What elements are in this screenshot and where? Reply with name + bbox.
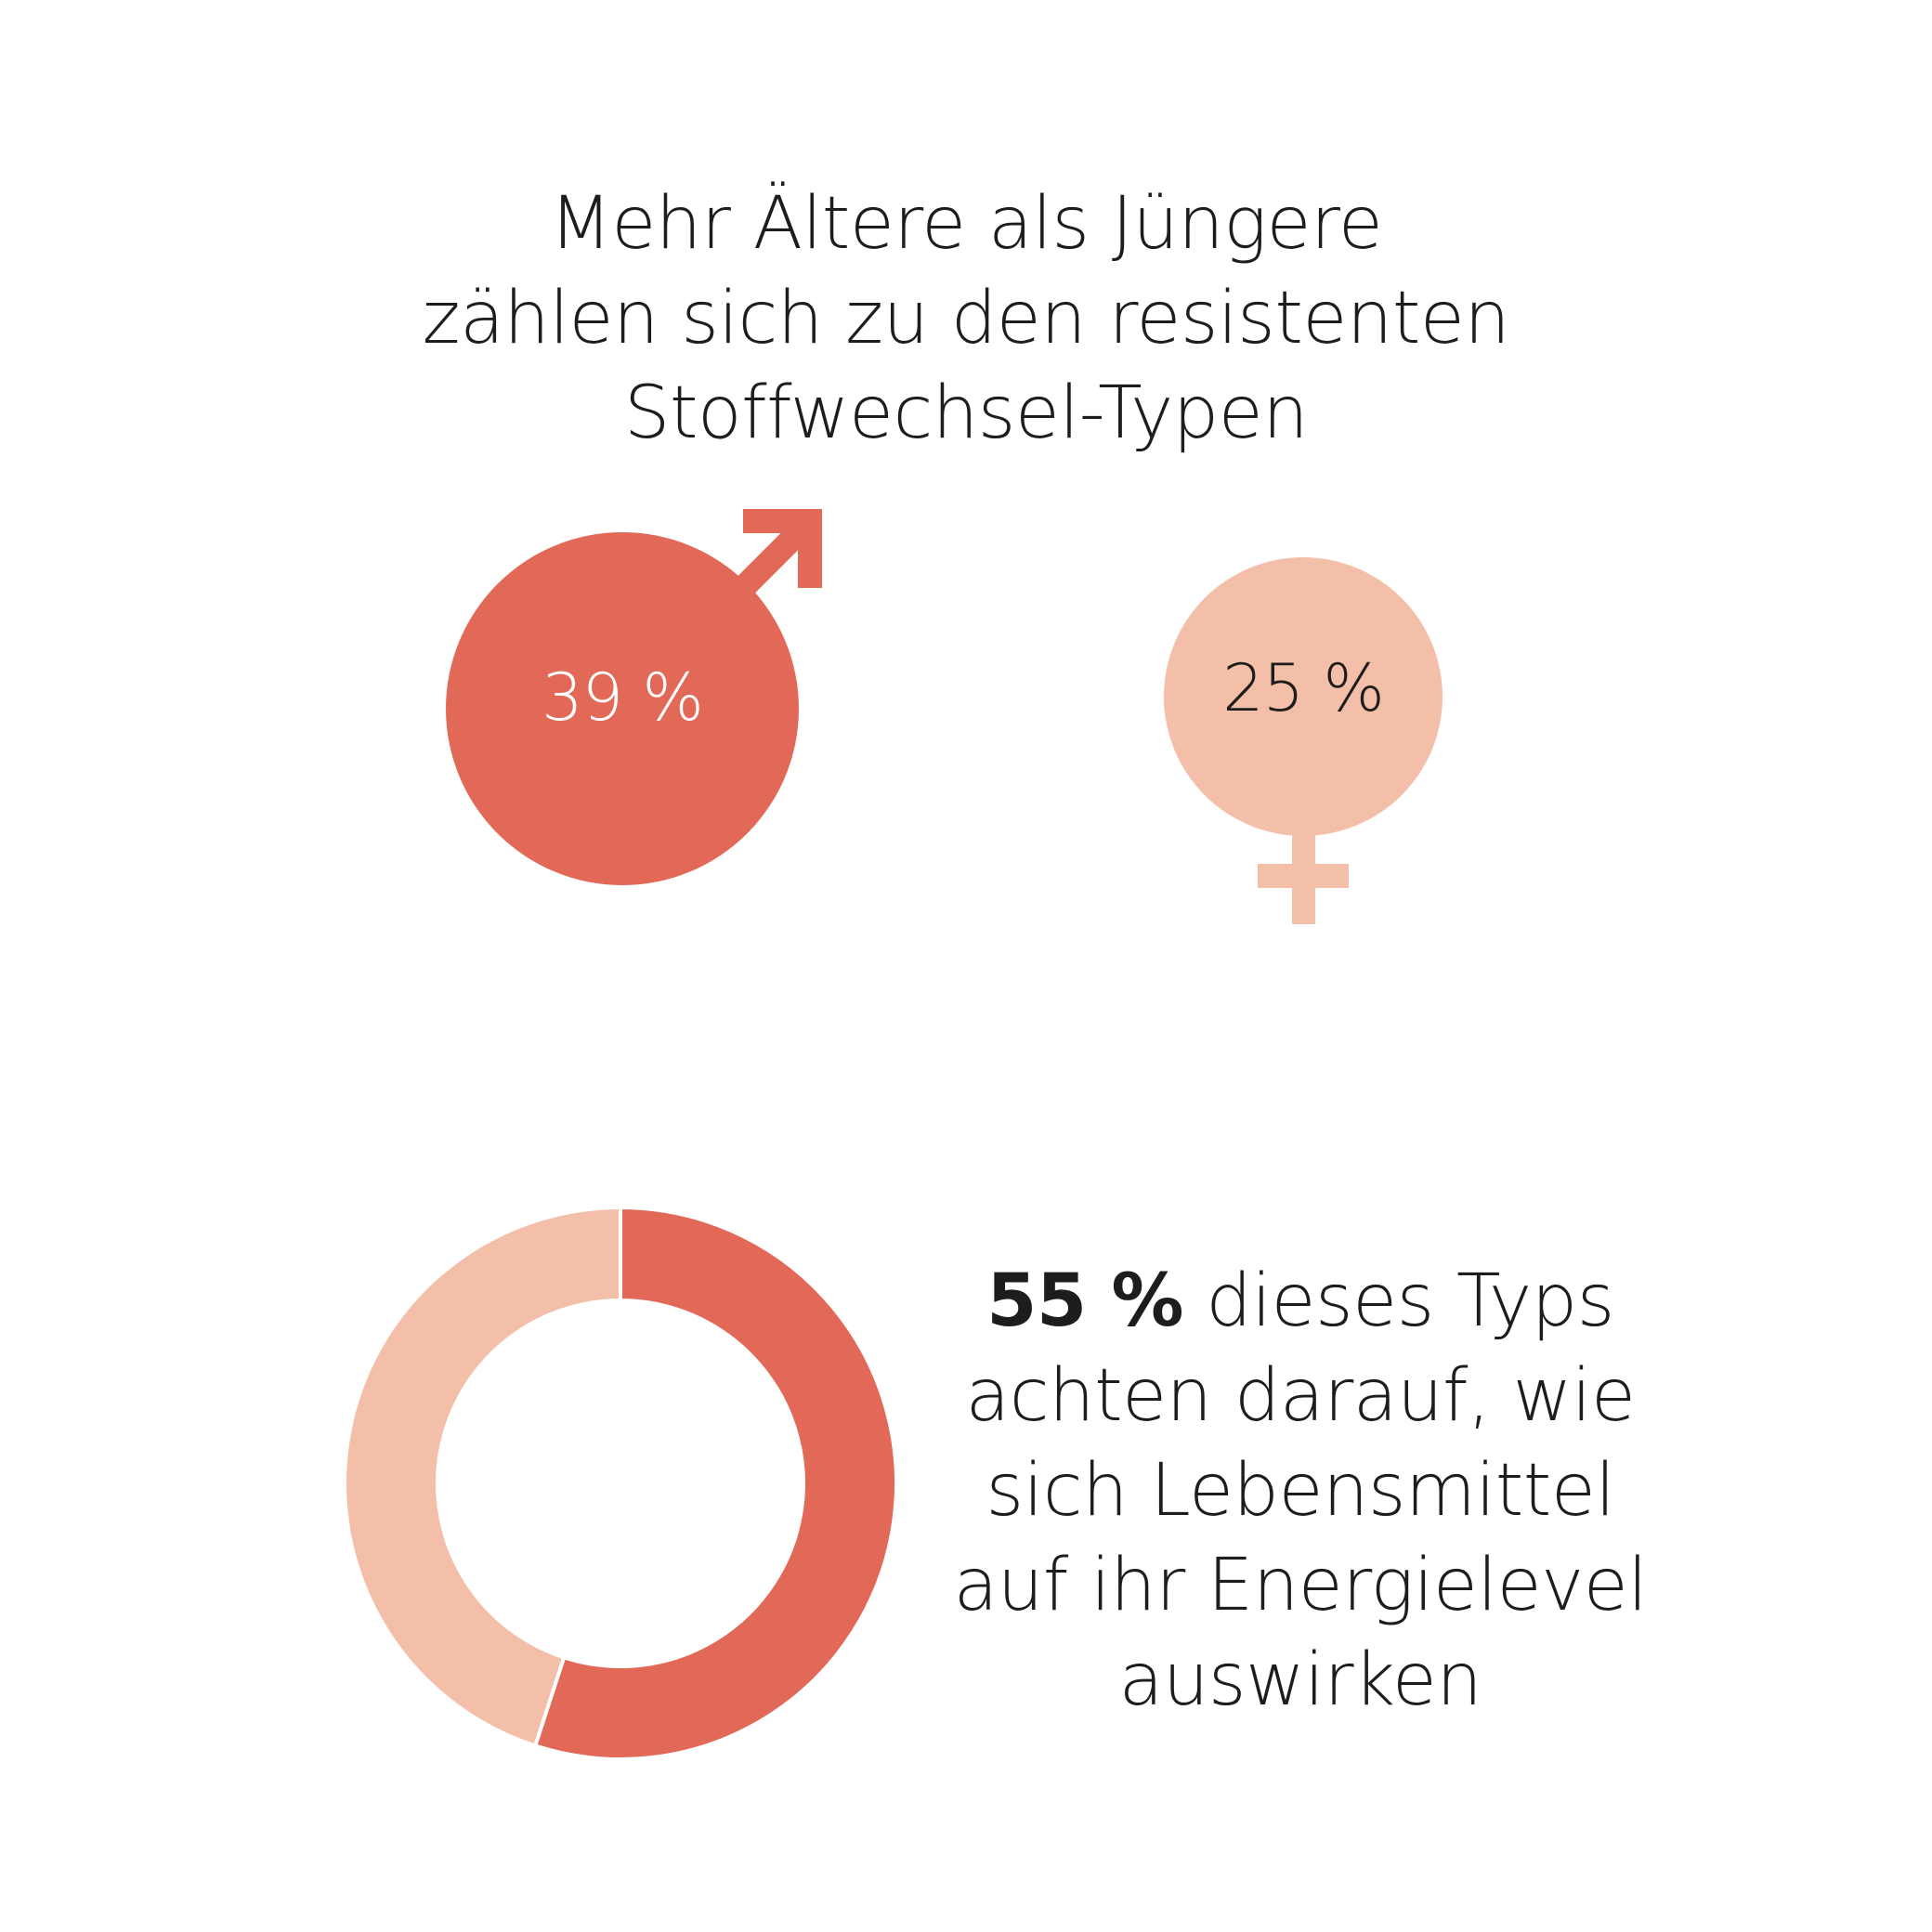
headline-line-3: Stoffwechsel-Typen bbox=[623, 372, 1309, 455]
donut-segment-1 bbox=[532, 1205, 898, 1761]
male-symbol-shapes bbox=[446, 509, 822, 885]
donut-caption-line-2: achten darauf, wie bbox=[965, 1354, 1636, 1438]
female-circle bbox=[1164, 557, 1442, 836]
donut-caption-line-1-rest: dieses Typs bbox=[1183, 1260, 1614, 1343]
male-percent-label: 39 % bbox=[542, 659, 704, 736]
female-percent-label: 25 % bbox=[1222, 650, 1385, 726]
donut-segment-2 bbox=[343, 1205, 622, 1748]
male-arrow-head bbox=[743, 509, 822, 588]
headline-line-2: zählen sich zu den resistenten bbox=[422, 277, 1510, 360]
male-symbol-icon bbox=[446, 509, 822, 885]
male-arrow-shaft bbox=[734, 518, 813, 597]
female-crossbar bbox=[1258, 864, 1349, 888]
donut-caption-line-1: 55 % dieses Typs bbox=[938, 1254, 1663, 1349]
donut-caption-line-4: auf ihr Energielevel bbox=[953, 1544, 1648, 1627]
female-symbol-icon bbox=[1164, 557, 1442, 924]
donut-caption: 55 % dieses Typs achten darauf, wie sich… bbox=[938, 1254, 1663, 1728]
donut-caption-line-3: sich Lebensmittel bbox=[986, 1449, 1615, 1533]
female-symbol-shapes bbox=[1164, 557, 1442, 924]
male-circle bbox=[446, 532, 799, 885]
donut-highlight-value: 55 % bbox=[986, 1260, 1184, 1343]
donut-caption-line-5: auswirken bbox=[1118, 1638, 1482, 1722]
headline-line-1: Mehr Ältere als Jüngere bbox=[549, 182, 1383, 266]
headline: Mehr Ältere als Jüngere zählen sich zu d… bbox=[316, 176, 1616, 461]
